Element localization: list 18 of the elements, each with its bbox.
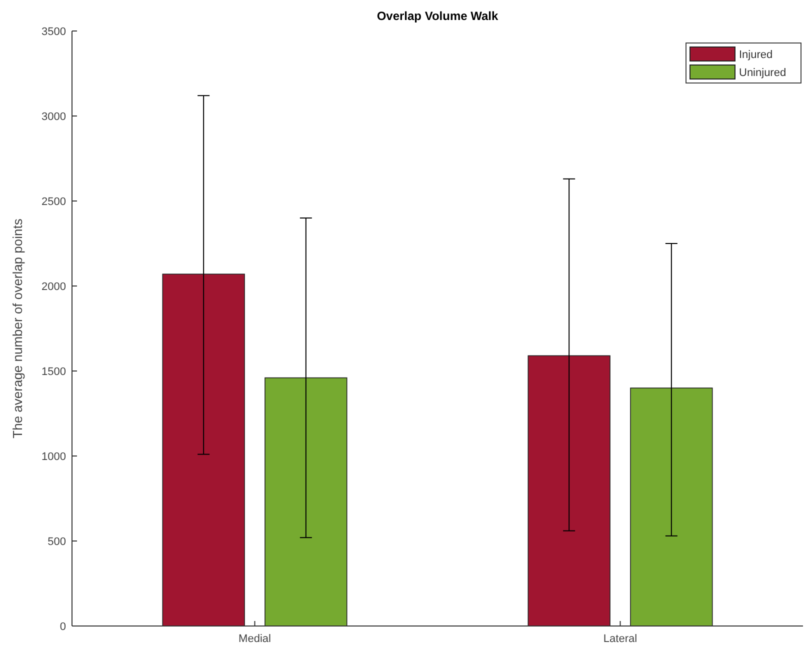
y-tick-label: 3000 xyxy=(42,110,66,123)
y-tick-label: 2000 xyxy=(42,280,66,293)
x-tick-label: Lateral xyxy=(603,633,638,645)
legend-label: Uninjured xyxy=(739,66,786,79)
x-tick-label: Medial xyxy=(238,633,271,645)
y-tick-label: 1500 xyxy=(42,366,66,378)
y-tick-label: 2500 xyxy=(42,196,66,208)
chart-title: Overlap Volume Walk xyxy=(376,9,499,23)
y-tick-label: 3500 xyxy=(42,26,66,38)
bar xyxy=(630,388,713,626)
bar xyxy=(162,274,245,626)
y-tick-label: 1000 xyxy=(42,450,66,463)
legend-label: Injured xyxy=(739,48,773,61)
y-axis-title: The average number of overlap points xyxy=(10,218,25,438)
bar xyxy=(528,355,610,626)
y-tick-label: 0 xyxy=(60,620,66,633)
y-tick-label: 500 xyxy=(48,536,66,548)
bar xyxy=(264,377,348,626)
